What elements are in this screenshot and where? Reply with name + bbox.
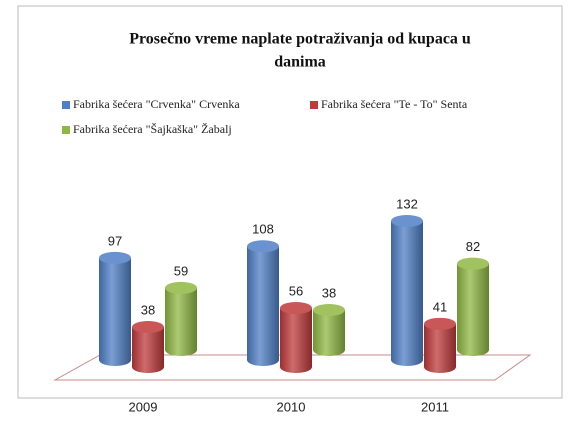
bar-top	[424, 317, 456, 330]
data-label: 108	[252, 222, 274, 237]
data-label: 38	[322, 285, 336, 300]
data-label: 132	[396, 196, 418, 211]
bar	[165, 287, 197, 356]
chart-title: Prosečno vreme naplate potraživanja od k…	[129, 31, 471, 48]
bar-top	[165, 281, 197, 294]
bar-top	[99, 251, 131, 264]
data-label: 56	[289, 283, 303, 298]
data-label: 38	[141, 302, 155, 317]
data-label: 97	[108, 233, 122, 248]
bar-top	[280, 302, 312, 315]
bar	[132, 326, 164, 373]
x-tick-label: 2010	[277, 399, 306, 414]
bar-top	[132, 320, 164, 333]
legend-label: Fabrika šećera "Te - To" Senta	[321, 97, 468, 111]
legend-label: Fabrika šećera "Crvenka" Crvenka	[73, 97, 240, 111]
bar	[391, 221, 423, 366]
bar-top	[313, 303, 345, 316]
bar	[280, 308, 312, 373]
chart-title: danima	[274, 54, 326, 71]
legend-swatch	[310, 101, 318, 109]
data-label: 41	[433, 299, 447, 314]
bar	[457, 263, 489, 356]
legend-label: Fabrika šećera "Šajkaška" Žabalj	[73, 122, 232, 136]
bar	[247, 246, 279, 366]
x-tick-label: 2009	[129, 399, 158, 414]
x-tick-label: 2011	[421, 399, 449, 414]
bar-top	[247, 240, 279, 253]
bar-top	[391, 215, 423, 227]
data-label: 82	[466, 239, 480, 254]
bar	[99, 257, 131, 366]
data-label: 59	[174, 263, 188, 278]
legend-swatch	[62, 101, 70, 109]
bar	[424, 323, 456, 373]
bar-top	[457, 257, 489, 270]
bar	[313, 309, 345, 356]
legend-swatch	[62, 126, 70, 134]
